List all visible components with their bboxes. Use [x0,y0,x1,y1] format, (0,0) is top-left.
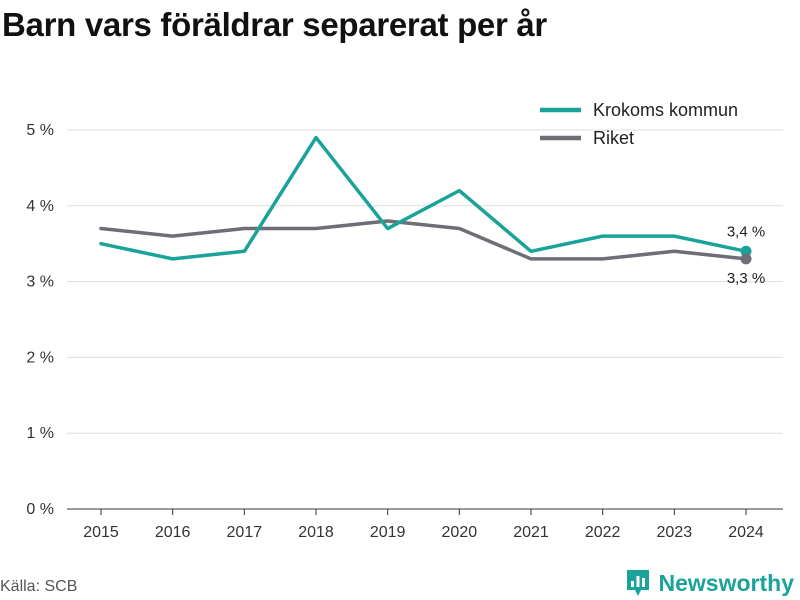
end-point [740,253,752,265]
legend-label: Krokoms kommun [593,100,738,120]
x-tick-label: 2020 [442,524,478,541]
end-value-label: 3,3 % [727,270,765,287]
end-point [740,245,752,257]
x-tick-label: 2019 [370,524,406,541]
y-tick-label: 2 % [26,349,54,366]
chart-title: Barn vars föräldrar separerat per år [2,6,547,43]
series-line-krokoms-kommun [99,135,748,261]
y-tick-label: 1 % [26,425,54,442]
x-tick-label: 2023 [657,524,693,541]
x-tick-label: 2022 [585,524,621,541]
x-tick-label: 2017 [227,524,263,541]
newsworthy-logo-icon [626,570,649,596]
x-tick-label: 2018 [298,524,334,541]
x-tick-label: 2021 [513,524,549,541]
y-tick-label: 5 % [26,122,54,139]
y-tick-label: 3 % [26,274,54,291]
x-tick-label: 2015 [83,524,119,541]
y-tick-label: 4 % [26,198,54,215]
source-note: Källa: SCB [0,578,78,595]
series-line-riket [99,219,748,261]
end-value-label: 3,4 % [727,223,765,240]
y-tick-label: 0 % [26,501,54,518]
brand-name: Newsworthy [658,569,794,596]
x-tick-label: 2024 [728,524,764,541]
brand-logo: Newsworthy [625,568,794,598]
x-tick-label: 2016 [155,524,191,541]
legend-label: Riket [593,128,634,148]
